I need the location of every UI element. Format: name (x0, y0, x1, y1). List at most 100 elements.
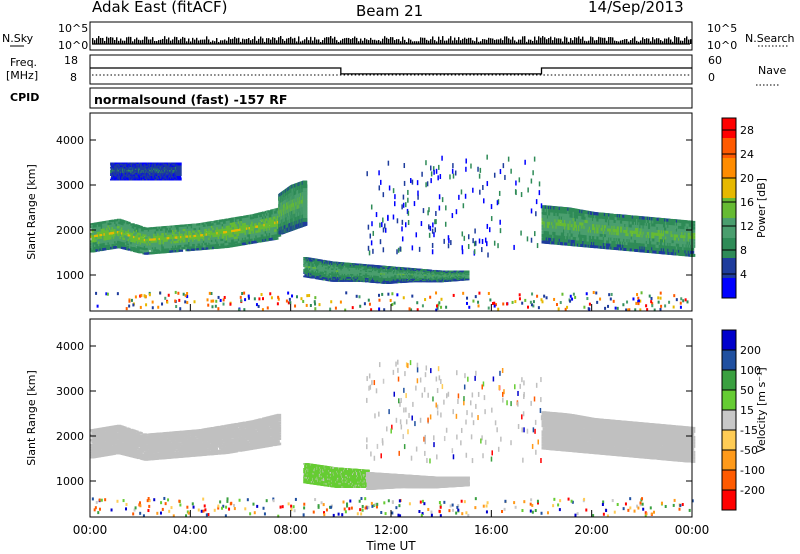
nsky-sample (648, 38, 650, 44)
range-cell (303, 188, 308, 192)
nsky-sample (622, 39, 624, 44)
nsky-sample (554, 37, 556, 44)
range-cell (465, 270, 470, 272)
range-cell (150, 242, 155, 246)
range-cell (130, 223, 135, 226)
nsky-sample (656, 38, 658, 44)
nsky-sample (410, 39, 412, 44)
cpid-text: normalsound (fast) -157 RF (94, 92, 287, 107)
nsky-sample (542, 36, 544, 44)
range-cell (91, 240, 96, 243)
nsky-sample (286, 38, 288, 44)
nsky-sample (140, 40, 142, 44)
range-cell (110, 234, 115, 237)
nsky-sample (528, 39, 530, 44)
nsky-sample (114, 39, 116, 44)
range-cell (151, 245, 157, 248)
nsky-sample (518, 39, 520, 44)
range-cell (102, 248, 107, 251)
freq-tick-top: 18 (64, 54, 78, 67)
freq-label-line2: [MHz] (6, 69, 38, 82)
nsky-sample (484, 39, 486, 44)
nsky-sample (378, 40, 380, 44)
nsky-sample (122, 40, 124, 44)
nsky-sample (200, 39, 202, 44)
nsky-sample (182, 36, 184, 44)
nsky-sample (216, 37, 218, 44)
nsky-sample (630, 40, 632, 44)
nsky-sample (506, 36, 508, 44)
nsky-sample (92, 38, 94, 44)
nsky-sample (170, 40, 172, 44)
nsky-sample (464, 37, 466, 44)
nsky-sample (166, 39, 168, 44)
nsky-sample (532, 40, 534, 44)
range-cell (118, 231, 123, 234)
nsky-sample (274, 37, 276, 44)
range-cell (173, 238, 178, 242)
nsky-sample (402, 36, 404, 44)
nsky-sample (390, 37, 392, 44)
nsky-sample (470, 37, 472, 44)
nsky-sample (534, 36, 536, 44)
nsky-sample (602, 37, 604, 44)
range-cell (131, 244, 137, 248)
nsky-sample (610, 37, 612, 44)
nsky-sample (346, 37, 348, 44)
nsky-sample (318, 39, 320, 44)
nsky-sample (340, 40, 342, 44)
nsky-sample (234, 36, 236, 44)
nsky-sample (356, 37, 358, 44)
range-cell (107, 222, 112, 226)
range-cell (133, 238, 138, 241)
range-cell (153, 251, 158, 254)
nsky-sample (466, 38, 468, 44)
nsky-sample (132, 41, 134, 44)
range-cell (122, 244, 127, 247)
nsky-sample (498, 39, 500, 44)
range-cell (108, 237, 114, 240)
nsky-sample (544, 37, 546, 44)
nsky-sample (118, 40, 120, 44)
nsky-sample (646, 38, 648, 44)
range-cell (116, 243, 122, 246)
nsky-sample (102, 37, 104, 44)
nsky-sample (160, 39, 162, 44)
nsky-sample (654, 39, 656, 44)
nsky-sample (302, 40, 304, 44)
nsky-sample (652, 37, 654, 44)
range-cell (138, 225, 143, 229)
nsky-sample (686, 36, 688, 44)
range-cell (111, 219, 116, 223)
nsky-sample (514, 40, 516, 44)
nsky-sample (546, 39, 548, 44)
nsky-sample (474, 41, 476, 44)
nsky-sample (112, 37, 114, 44)
nsky-sample (562, 41, 564, 44)
nsky-sample (480, 41, 482, 44)
nsky-sample (370, 37, 372, 44)
nsky-tick-bottom: 10^0 (58, 39, 88, 52)
nsky-sample (500, 38, 502, 44)
nsky-sample (254, 36, 256, 44)
range-cell (143, 230, 149, 233)
nsky-sample (374, 39, 376, 44)
nsky-sample (690, 39, 692, 44)
nsky-sample (168, 37, 170, 44)
cpid-panel: CPID normalsound (fast) -157 RF (10, 87, 693, 109)
nsky-sample (486, 39, 488, 44)
range-cell (161, 233, 166, 236)
nsky-sample (524, 36, 526, 44)
range-cell (94, 229, 99, 233)
nsky-sample (436, 41, 438, 44)
nsky-sample (472, 40, 474, 44)
nsky-sample (442, 36, 444, 44)
range-cell (100, 245, 106, 249)
nsky-sample (368, 40, 370, 44)
range-cell (114, 219, 119, 222)
nsky-sample (580, 38, 582, 44)
nsky-sample (146, 36, 148, 44)
nsky-sample (422, 37, 424, 44)
nsky-sample (460, 40, 462, 44)
